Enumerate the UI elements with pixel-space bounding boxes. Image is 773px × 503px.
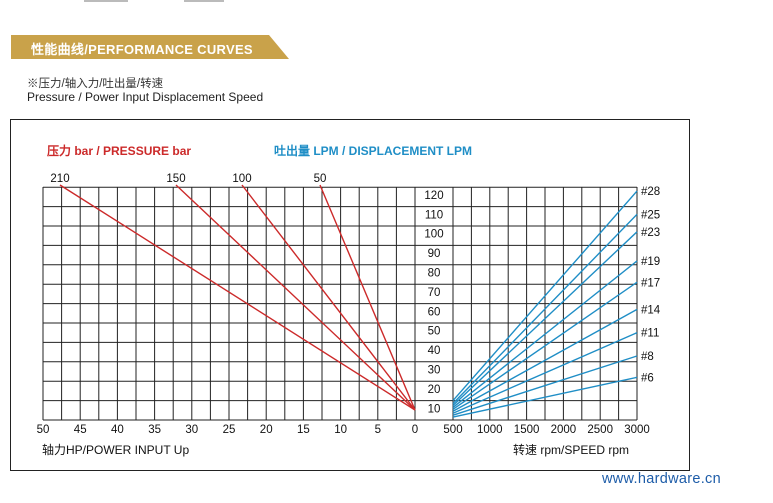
x-tick-label: 35 bbox=[148, 424, 161, 436]
pressure-line bbox=[175, 184, 416, 411]
y-tick-label: 80 bbox=[428, 268, 441, 280]
pressure-lines bbox=[59, 184, 416, 411]
top-divider-right bbox=[184, 0, 224, 2]
y-tick-label: 120 bbox=[424, 190, 443, 202]
pressure-tick-label: 210 bbox=[50, 173, 69, 185]
displacement-line bbox=[452, 213, 638, 404]
x-tick-label: 2000 bbox=[551, 424, 577, 436]
pressure-line bbox=[59, 184, 416, 411]
displacement-line bbox=[452, 281, 638, 410]
displacement-line bbox=[452, 260, 638, 408]
displacement-line bbox=[452, 332, 638, 414]
y-tick-label: 70 bbox=[428, 287, 441, 299]
banner-title: 性能曲线/PERFORMANCE CURVES bbox=[31, 42, 253, 57]
x-tick-label: 1000 bbox=[477, 424, 503, 436]
x-tick-label: 500 bbox=[443, 424, 462, 436]
x-tick-label: 1500 bbox=[514, 424, 540, 436]
pressure-tick-label: 100 bbox=[232, 173, 251, 185]
series-label: #8 bbox=[641, 351, 654, 363]
x-tick-label: 2500 bbox=[587, 424, 613, 436]
speed-x-axis-label: 转速 rpm/SPEED rpm bbox=[513, 442, 629, 457]
x-tick-label: 45 bbox=[74, 424, 87, 436]
x-tick-label: 0 bbox=[412, 424, 418, 436]
chart-grid bbox=[42, 186, 638, 421]
y-tick-label: 100 bbox=[424, 229, 443, 241]
y-tick-label: 50 bbox=[428, 326, 441, 338]
top-divider-left bbox=[84, 0, 128, 2]
y-tick-label: 110 bbox=[425, 209, 443, 221]
pressure-tick-label: 50 bbox=[314, 173, 327, 185]
x-tick-label: 25 bbox=[223, 424, 236, 436]
x-tick-label: 30 bbox=[185, 424, 198, 436]
y-tick-label: 30 bbox=[428, 365, 441, 377]
subtitle-chinese: ※压力/轴入力/吐出量/转速 bbox=[27, 78, 164, 90]
series-label: #11 bbox=[641, 328, 659, 340]
y-tick-label: 20 bbox=[428, 384, 441, 396]
pressure-line bbox=[241, 184, 416, 411]
y-tick-label: 60 bbox=[428, 306, 441, 318]
displacement-lines bbox=[452, 190, 638, 418]
series-label: #28 bbox=[641, 186, 660, 198]
banner-shape bbox=[11, 35, 289, 59]
y-tick-label: 40 bbox=[428, 345, 441, 357]
displacement-line bbox=[452, 376, 638, 418]
pressure-axis-title: 压力 bar / PRESSURE bar bbox=[47, 143, 191, 158]
section-banner: 性能曲线/PERFORMANCE CURVES bbox=[11, 35, 289, 59]
displacement-line bbox=[452, 231, 638, 406]
series-label: #19 bbox=[641, 256, 660, 268]
y-tick-label: 10 bbox=[428, 403, 441, 415]
power-x-axis-label: 轴力HP/POWER INPUT Up bbox=[42, 442, 189, 457]
x-tick-label: 10 bbox=[334, 424, 347, 436]
displacement-axis-title: 吐出量 LPM / DISPLACEMENT LPM bbox=[274, 143, 472, 158]
series-label: #6 bbox=[641, 372, 654, 384]
series-label: #14 bbox=[641, 304, 661, 316]
pressure-line bbox=[319, 184, 416, 411]
displacement-line bbox=[452, 355, 638, 416]
x-tick-label: 20 bbox=[260, 424, 273, 436]
displacement-line bbox=[452, 308, 638, 412]
watermark: www.hardware.cn bbox=[602, 471, 721, 487]
x-tick-label: 50 bbox=[37, 424, 50, 436]
pressure-tick-label: 150 bbox=[166, 173, 185, 185]
series-label: #23 bbox=[641, 227, 660, 239]
series-label: #25 bbox=[641, 209, 660, 221]
chart-frame bbox=[10, 119, 690, 471]
banner-fill bbox=[11, 35, 289, 59]
x-tick-label: 5 bbox=[375, 424, 381, 436]
x-tick-label: 15 bbox=[297, 424, 310, 436]
subtitle-english: Pressure / Power Input Displacement Spee… bbox=[27, 90, 264, 104]
y-tick-label: 90 bbox=[428, 248, 441, 260]
x-tick-label: 40 bbox=[111, 424, 124, 436]
displacement-line bbox=[452, 190, 638, 402]
series-label: #17 bbox=[641, 277, 660, 289]
x-tick-label: 3000 bbox=[624, 424, 650, 436]
